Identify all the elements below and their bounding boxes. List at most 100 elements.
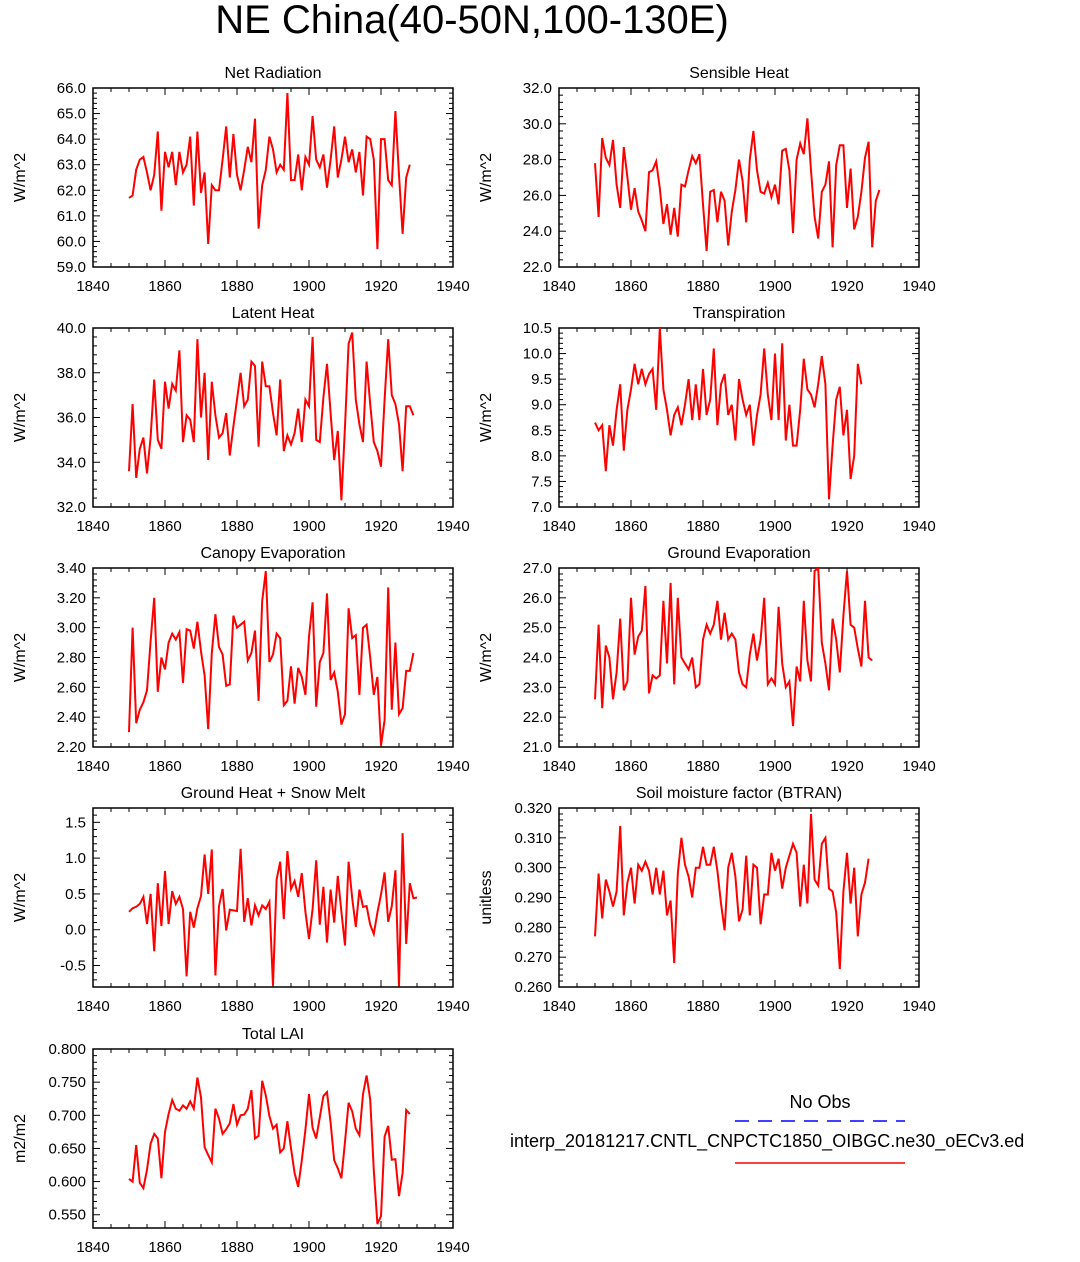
x-tick-label: 1860 bbox=[614, 518, 647, 535]
y-tick-label: 60.0 bbox=[57, 233, 86, 250]
x-tick-label: 1860 bbox=[614, 278, 647, 295]
x-tick-label: 1900 bbox=[292, 518, 325, 535]
y-tick-label: 0.600 bbox=[48, 1174, 86, 1191]
y-tick-label: 0.5 bbox=[65, 886, 86, 903]
y-tick-label: 2.40 bbox=[57, 709, 86, 726]
x-tick-label: 1900 bbox=[758, 998, 791, 1015]
y-tick-label: 34.0 bbox=[57, 454, 86, 471]
y-tick-label: 10.0 bbox=[523, 346, 552, 363]
plot-frame bbox=[92, 567, 454, 748]
y-tick-label: 24.0 bbox=[523, 650, 552, 667]
x-tick-label: 1920 bbox=[830, 998, 863, 1015]
x-tick-label: 1860 bbox=[614, 758, 647, 775]
series-line bbox=[128, 570, 415, 746]
x-tick-label: 1880 bbox=[686, 758, 719, 775]
x-tick-label: 1880 bbox=[220, 518, 253, 535]
y-tick-label: 0.300 bbox=[514, 860, 552, 877]
y-axis-label: W/m^2 bbox=[478, 393, 495, 442]
x-tick-label: 1880 bbox=[220, 758, 253, 775]
x-tick-label: 1860 bbox=[148, 998, 181, 1015]
x-tick-label: 1940 bbox=[436, 758, 469, 775]
y-tick-label: 0.550 bbox=[48, 1207, 86, 1224]
x-tick-label: 1920 bbox=[830, 518, 863, 535]
y-tick-label: 27.0 bbox=[523, 560, 552, 577]
series-line bbox=[128, 1075, 411, 1225]
y-tick-label: 22.0 bbox=[523, 259, 552, 276]
y-tick-label: 3.00 bbox=[57, 620, 86, 637]
y-tick-label: 0.320 bbox=[514, 800, 552, 817]
chart-transpiration: Transpiration 1840 1860 1880 1900 1920 1940 7.0… bbox=[478, 305, 936, 535]
chart-title: Canopy Evaporation bbox=[201, 545, 346, 562]
chart-title: Latent Heat bbox=[232, 305, 315, 322]
x-tick-label: 1920 bbox=[364, 518, 397, 535]
x-tick-label: 1840 bbox=[542, 758, 575, 775]
y-tick-label: 59.0 bbox=[57, 259, 86, 276]
y-axis-label: W/m^2 bbox=[478, 633, 495, 682]
x-tick-label: 1880 bbox=[220, 998, 253, 1015]
x-tick-label: 1900 bbox=[758, 518, 791, 535]
x-tick-label: 1860 bbox=[148, 518, 181, 535]
x-tick-label: 1920 bbox=[830, 758, 863, 775]
chart-title: Transpiration bbox=[693, 305, 786, 322]
y-tick-label: 40.0 bbox=[57, 320, 86, 337]
x-tick-label: 1900 bbox=[758, 278, 791, 295]
y-tick-label: 7.5 bbox=[531, 473, 552, 490]
chart-ground-heat-snow-melt: Ground Heat + Snow Melt 1840 1860 1880 1900 1… bbox=[12, 785, 470, 1015]
x-tick-label: 1940 bbox=[436, 518, 469, 535]
x-tick-label: 1940 bbox=[436, 1239, 469, 1256]
y-axis-label: W/m^2 bbox=[12, 153, 29, 202]
x-tick-label: 1860 bbox=[148, 278, 181, 295]
chart-latent-heat: Latent Heat 1840 1860 1880 1900 1920 1940 32.0 3… bbox=[12, 305, 470, 535]
legend-model-label: interp_20181217.CNTL_CNPCTC1850_OIBGC.ne… bbox=[510, 1131, 1024, 1152]
y-tick-label: 1.5 bbox=[65, 814, 86, 831]
x-tick-label: 1940 bbox=[902, 518, 935, 535]
x-tick-label: 1920 bbox=[830, 278, 863, 295]
y-tick-label: 9.5 bbox=[531, 371, 552, 388]
series-line bbox=[594, 118, 881, 251]
y-tick-label: 0.260 bbox=[514, 979, 552, 996]
x-tick-label: 1900 bbox=[292, 758, 325, 775]
figure-title: NE China(40-50N,100-130E) bbox=[215, 0, 729, 42]
chart-title: Soil moisture factor (BTRAN) bbox=[636, 785, 842, 802]
x-tick-label: 1920 bbox=[364, 1239, 397, 1256]
y-tick-label: 3.20 bbox=[57, 590, 86, 607]
plot-frame bbox=[92, 1048, 454, 1229]
y-tick-label: 24.0 bbox=[523, 223, 552, 240]
chart-title: Ground Heat + Snow Melt bbox=[181, 785, 366, 802]
y-axis-label: W/m^2 bbox=[12, 873, 29, 922]
y-tick-label: 38.0 bbox=[57, 365, 86, 382]
y-tick-label: 66.0 bbox=[57, 80, 86, 97]
y-tick-label: 61.0 bbox=[57, 208, 86, 225]
plot-frame bbox=[558, 567, 920, 748]
y-tick-label: 0.650 bbox=[48, 1140, 86, 1157]
x-tick-label: 1900 bbox=[292, 1239, 325, 1256]
y-tick-label: 2.60 bbox=[57, 679, 86, 696]
x-tick-label: 1880 bbox=[686, 278, 719, 295]
y-tick-label: 8.5 bbox=[531, 422, 552, 439]
x-tick-label: 1940 bbox=[436, 998, 469, 1015]
y-tick-label: 62.0 bbox=[57, 182, 86, 199]
chart-title: Ground Evaporation bbox=[667, 545, 810, 562]
y-tick-label: 63.0 bbox=[57, 157, 86, 174]
y-tick-label: 26.0 bbox=[523, 590, 552, 607]
x-tick-label: 1840 bbox=[76, 278, 109, 295]
x-tick-label: 1840 bbox=[76, 758, 109, 775]
plot-frame bbox=[558, 807, 920, 988]
chart-panels: Net Radiation 1840 1860 1880 1900 1920 1940 59.… bbox=[12, 65, 936, 1256]
x-tick-label: 1860 bbox=[148, 1239, 181, 1256]
x-tick-label: 1840 bbox=[542, 278, 575, 295]
y-tick-label: 21.0 bbox=[523, 739, 552, 756]
x-tick-label: 1880 bbox=[686, 518, 719, 535]
y-tick-label: 32.0 bbox=[523, 80, 552, 97]
x-tick-label: 1940 bbox=[902, 758, 935, 775]
y-tick-label: 28.0 bbox=[523, 152, 552, 169]
plot-frame bbox=[558, 327, 920, 508]
x-tick-label: 1900 bbox=[758, 758, 791, 775]
y-tick-label: 23.0 bbox=[523, 679, 552, 696]
x-tick-label: 1840 bbox=[542, 998, 575, 1015]
y-axis-label: W/m^2 bbox=[12, 633, 29, 682]
y-tick-label: 2.80 bbox=[57, 650, 86, 667]
series-line bbox=[128, 332, 415, 501]
y-tick-label: 26.0 bbox=[523, 187, 552, 204]
